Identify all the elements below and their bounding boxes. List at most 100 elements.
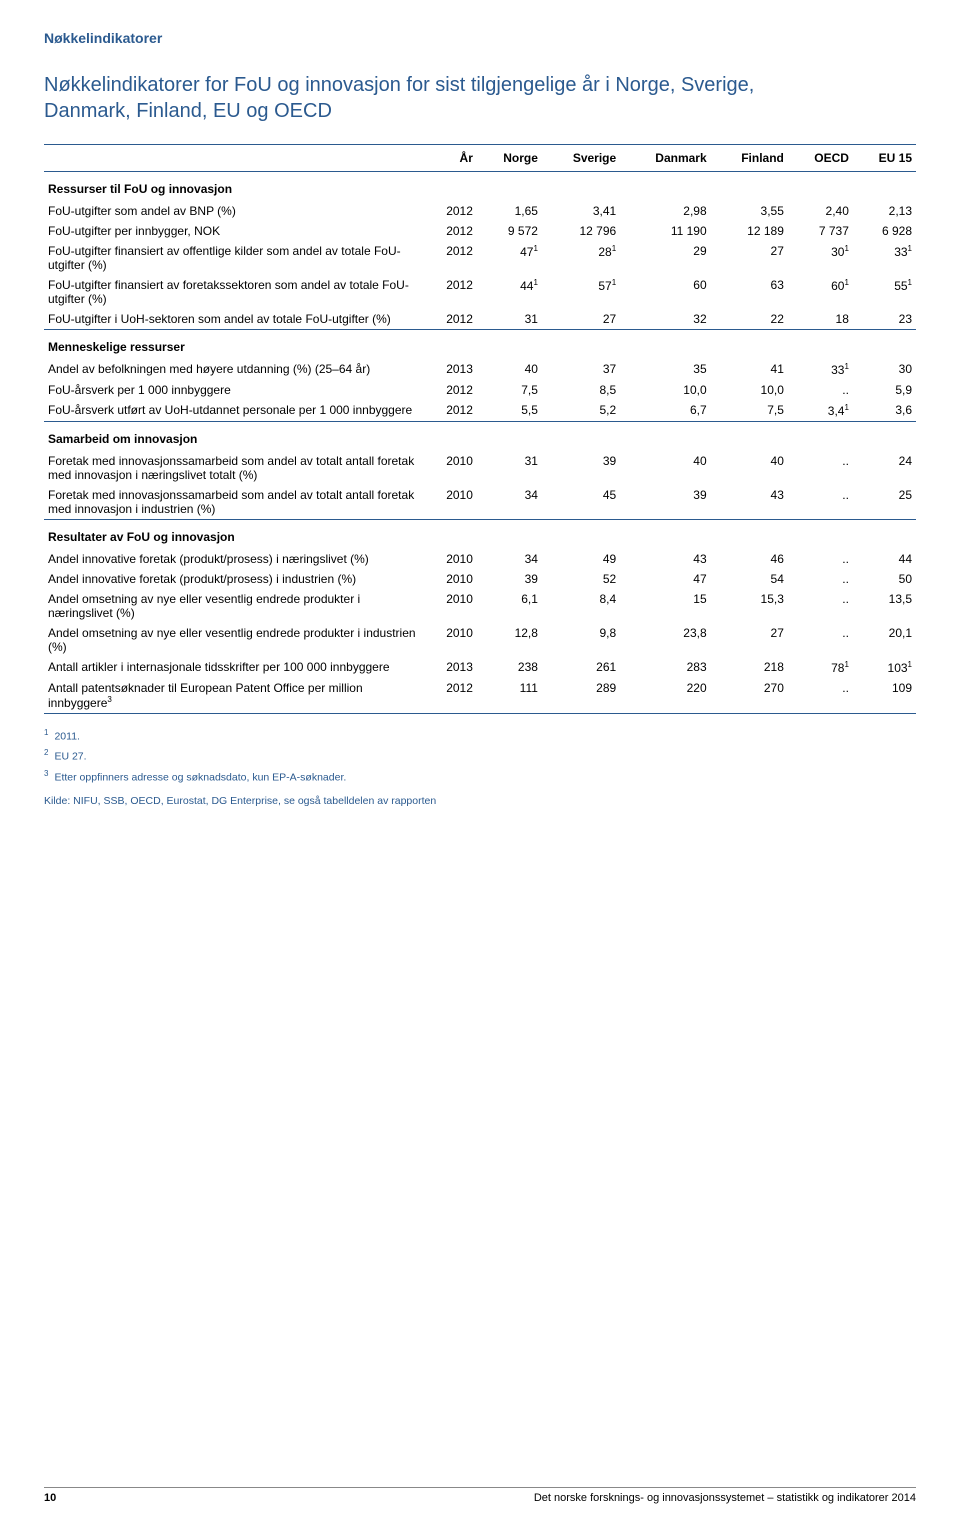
cell-value: 238 xyxy=(477,657,542,678)
cell-value: 43 xyxy=(711,485,788,520)
cell-value: 15 xyxy=(620,589,710,623)
cell-value: 52 xyxy=(542,569,620,589)
cell-value: 25 xyxy=(853,485,916,520)
row-label: Antall patentsøknader til European Paten… xyxy=(44,678,424,714)
cell-value: 23,8 xyxy=(620,623,710,657)
cell-value: 46 xyxy=(711,549,788,569)
cell-value: 34 xyxy=(477,485,542,520)
cell-value: 39 xyxy=(542,451,620,485)
footnote: 12011. xyxy=(44,726,916,746)
cell-value: 2,13 xyxy=(853,201,916,221)
column-header: OECD xyxy=(788,145,853,172)
cell-value: 60 xyxy=(620,275,710,309)
cell-value: 2012 xyxy=(424,400,477,422)
cell-value: 13,5 xyxy=(853,589,916,623)
cell-value: 18 xyxy=(788,309,853,330)
cell-value: 7 737 xyxy=(788,221,853,241)
table-row: Foretak med innovasjonssamarbeid som and… xyxy=(44,485,916,520)
cell-value: 34 xyxy=(477,549,542,569)
cell-value: 3,41 xyxy=(542,201,620,221)
cell-value: 22 xyxy=(711,309,788,330)
document-title: Nøkkelindikatorer for FoU og innovasjon … xyxy=(44,72,804,124)
cell-value: 6,1 xyxy=(477,589,542,623)
cell-value: .. xyxy=(788,380,853,400)
footnote: 2EU 27. xyxy=(44,746,916,766)
row-label: Andel omsetning av nye eller vesentlig e… xyxy=(44,589,424,623)
cell-value: 30 xyxy=(853,359,916,380)
cell-value: 3,6 xyxy=(853,400,916,422)
column-header: Sverige xyxy=(542,145,620,172)
cell-value: 471 xyxy=(477,241,542,275)
cell-value: 31 xyxy=(477,309,542,330)
row-label: FoU-utgifter finansiert av offentlige ki… xyxy=(44,241,424,275)
cell-value: 289 xyxy=(542,678,620,714)
section-label: Menneskelige ressurser xyxy=(44,330,916,360)
cell-value: 218 xyxy=(711,657,788,678)
cell-value: 571 xyxy=(542,275,620,309)
column-header: Norge xyxy=(477,145,542,172)
cell-value: 40 xyxy=(711,451,788,485)
cell-value: 10,0 xyxy=(711,380,788,400)
cell-value: 20,1 xyxy=(853,623,916,657)
cell-value: 49 xyxy=(542,549,620,569)
cell-value: 6,7 xyxy=(620,400,710,422)
cell-value: 50 xyxy=(853,569,916,589)
cell-value: 261 xyxy=(542,657,620,678)
cell-value: 281 xyxy=(542,241,620,275)
cell-value: 441 xyxy=(477,275,542,309)
cell-value: 12 796 xyxy=(542,221,620,241)
cell-value: .. xyxy=(788,678,853,714)
cell-value: 2013 xyxy=(424,657,477,678)
cell-value: 15,3 xyxy=(711,589,788,623)
cell-value: 40 xyxy=(620,451,710,485)
cell-value: .. xyxy=(788,589,853,623)
cell-value: 283 xyxy=(620,657,710,678)
table-row: FoU-utgifter finansiert av foretakssekto… xyxy=(44,275,916,309)
page-number: 10 xyxy=(44,1492,56,1504)
section-label: Samarbeid om innovasjon xyxy=(44,422,916,452)
row-label: Andel av befolkningen med høyere utdanni… xyxy=(44,359,424,380)
row-label: FoU-utgifter som andel av BNP (%) xyxy=(44,201,424,221)
row-label: Foretak med innovasjonssamarbeid som and… xyxy=(44,451,424,485)
cell-value: .. xyxy=(788,623,853,657)
table-row: FoU-utgifter som andel av BNP (%)20121,6… xyxy=(44,201,916,221)
cell-value: .. xyxy=(788,451,853,485)
cell-value: 301 xyxy=(788,241,853,275)
table-row: Andel omsetning av nye eller vesentlig e… xyxy=(44,589,916,623)
cell-value: 63 xyxy=(711,275,788,309)
footnotes: 12011.2EU 27.3Etter oppfinners adresse o… xyxy=(44,726,916,787)
cell-value: 9,8 xyxy=(542,623,620,657)
table-row: FoU-utgifter i UoH-sektoren som andel av… xyxy=(44,309,916,330)
cell-value: 5,9 xyxy=(853,380,916,400)
indicator-table: ÅrNorgeSverigeDanmarkFinlandOECDEU 15 Re… xyxy=(44,144,916,714)
cell-value: .. xyxy=(788,569,853,589)
row-label: Andel omsetning av nye eller vesentlig e… xyxy=(44,623,424,657)
running-head: Nøkkelindikatorer xyxy=(44,30,916,46)
cell-value: 551 xyxy=(853,275,916,309)
table-row: Antall patentsøknader til European Paten… xyxy=(44,678,916,714)
row-label: FoU-utgifter i UoH-sektoren som andel av… xyxy=(44,309,424,330)
cell-value: 7,5 xyxy=(711,400,788,422)
cell-value: 2010 xyxy=(424,589,477,623)
cell-value: 2012 xyxy=(424,241,477,275)
cell-value: 12 189 xyxy=(711,221,788,241)
cell-value: 8,4 xyxy=(542,589,620,623)
table-row: FoU-utgifter finansiert av offentlige ki… xyxy=(44,241,916,275)
cell-value: 2012 xyxy=(424,221,477,241)
cell-value: 11 190 xyxy=(620,221,710,241)
cell-value: 2012 xyxy=(424,678,477,714)
column-header: EU 15 xyxy=(853,145,916,172)
cell-value: 2010 xyxy=(424,549,477,569)
cell-value: 2010 xyxy=(424,569,477,589)
table-row: FoU-utgifter per innbygger, NOK20129 572… xyxy=(44,221,916,241)
table-row: Andel omsetning av nye eller vesentlig e… xyxy=(44,623,916,657)
table-row: FoU-årsverk per 1 000 innbyggere20127,58… xyxy=(44,380,916,400)
cell-value: 2012 xyxy=(424,309,477,330)
table-row: Andel innovative foretak (produkt/proses… xyxy=(44,569,916,589)
section-label: Resultater av FoU og innovasjon xyxy=(44,520,916,550)
cell-value: 5,2 xyxy=(542,400,620,422)
table-row: Antall artikler i internasjonale tidsskr… xyxy=(44,657,916,678)
row-label: Andel innovative foretak (produkt/proses… xyxy=(44,549,424,569)
cell-value: 39 xyxy=(620,485,710,520)
cell-value: 1,65 xyxy=(477,201,542,221)
